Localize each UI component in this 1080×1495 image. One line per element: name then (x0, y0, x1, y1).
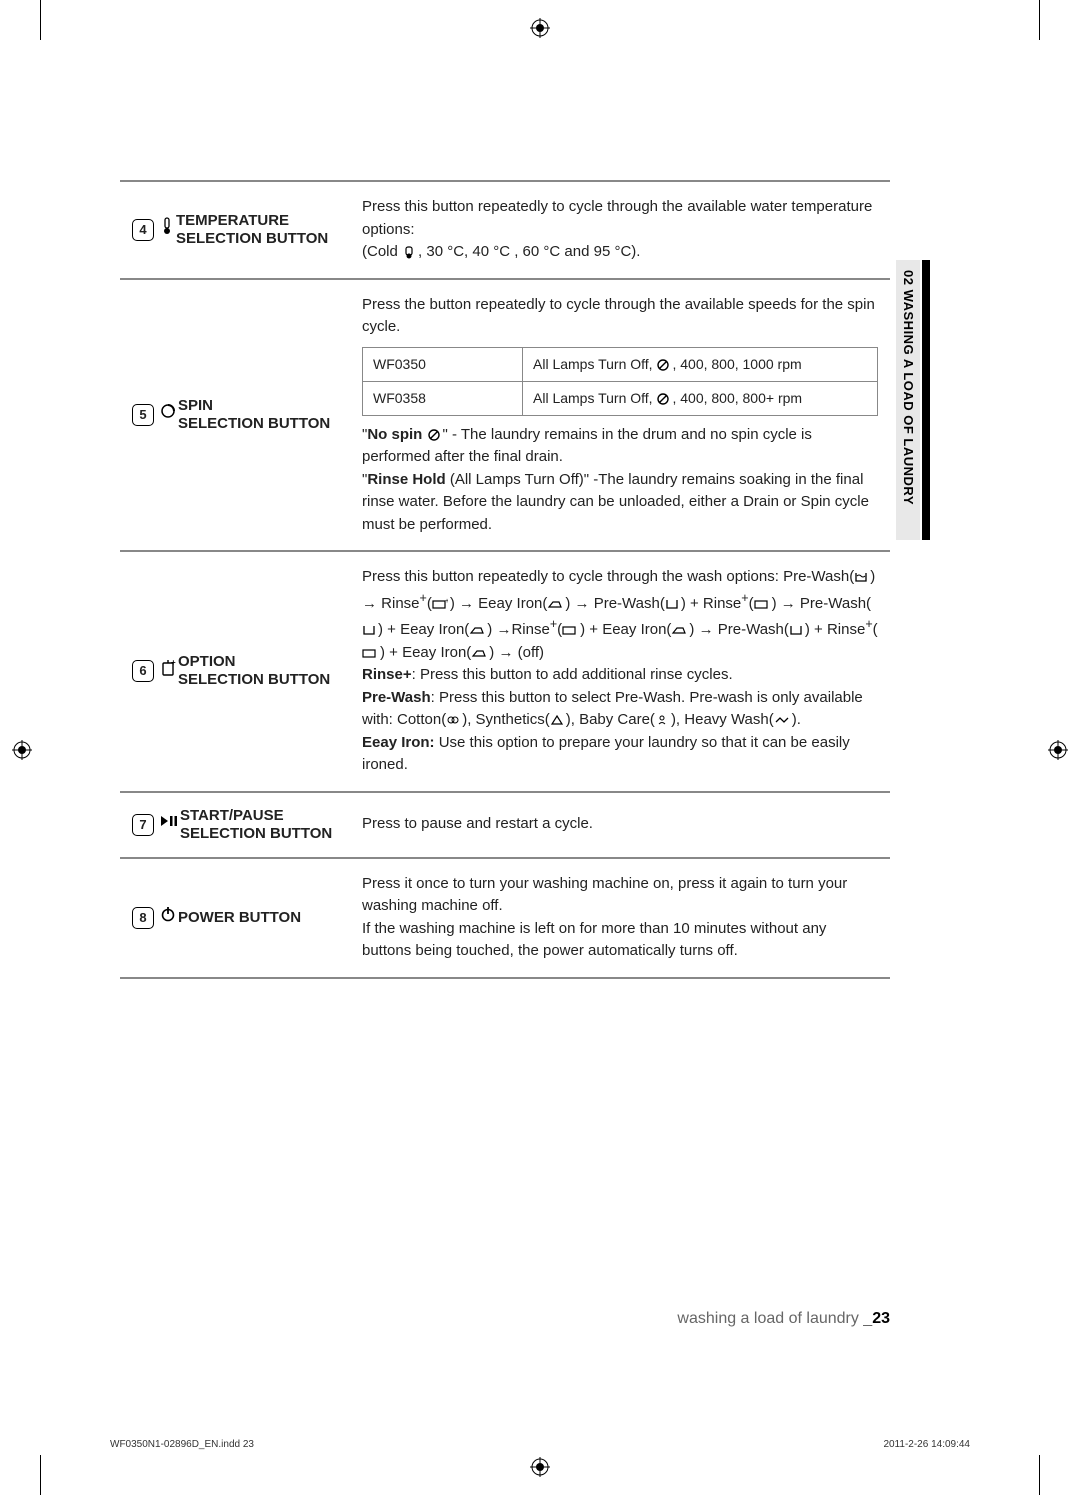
control-label: OPTION SELECTION BUTTON (178, 653, 330, 689)
speed-cell: All Lamps Turn Off, , 400, 800, 800+ rpm (523, 381, 878, 415)
crop-mark (1039, 0, 1040, 40)
svg-text:+: + (171, 659, 176, 667)
control-label: START/PAUSE SELECTION BUTTON (180, 807, 332, 843)
model-cell: WF0350 (363, 347, 523, 381)
thermo-icon (160, 217, 174, 243)
playpause-icon (160, 813, 178, 836)
control-number: 6 (132, 660, 154, 682)
footer-text: washing a load of laundry _ (677, 1310, 872, 1327)
option-icon: + (160, 659, 176, 685)
chapter-tab-label: 02 WASHING A LOAD OF LAUNDRY (901, 270, 916, 505)
crop-mark (1039, 1455, 1040, 1495)
desc-top: Press the button repeatedly to cycle thr… (362, 294, 878, 339)
control-description-cell: Press this button repeatedly to cycle th… (350, 551, 890, 792)
crop-mark (40, 1455, 41, 1495)
spin-icon (160, 403, 176, 427)
spin-speed-table: WF0350All Lamps Turn Off, , 400, 800, 10… (362, 347, 878, 416)
page-number: 23 (872, 1310, 890, 1327)
control-label-cell: 5 SPIN SELECTION BUTTON (120, 279, 350, 552)
registration-mark (530, 1457, 550, 1477)
model-cell: WF0358 (363, 381, 523, 415)
speed-cell: All Lamps Turn Off, , 400, 800, 1000 rpm (523, 347, 878, 381)
control-label: SPIN SELECTION BUTTON (178, 397, 330, 433)
registration-mark (1048, 740, 1068, 760)
desc-bottom: "No spin " - The laundry remains in the … (362, 424, 878, 537)
control-label-cell: 7 START/PAUSE SELECTION BUTTON (120, 792, 350, 858)
control-description-cell: Press this button repeatedly to cycle th… (350, 181, 890, 279)
page-footer: washing a load of laundry _23 (120, 1310, 890, 1328)
control-label: POWER BUTTON (178, 909, 301, 927)
registration-mark (12, 740, 32, 760)
table-row: WF0350All Lamps Turn Off, , 400, 800, 10… (363, 347, 878, 381)
print-meta-right: 2011-2-26 14:09:44 (883, 1439, 970, 1450)
control-label-cell: 4 TEMPERATURE SELECTION BUTTON (120, 181, 350, 279)
control-description-cell: Press to pause and restart a cycle. (350, 792, 890, 858)
control-description-cell: Press it once to turn your washing machi… (350, 858, 890, 978)
registration-mark (530, 18, 550, 38)
table-row: WF0358All Lamps Turn Off, , 400, 800, 80… (363, 381, 878, 415)
svg-text:+: + (445, 598, 448, 605)
control-label-cell: 6 +OPTION SELECTION BUTTON (120, 551, 350, 792)
crop-mark (40, 0, 41, 40)
control-label: TEMPERATURE SELECTION BUTTON (176, 212, 328, 248)
chapter-tab-bar (922, 260, 930, 540)
control-label-cell: 8 POWER BUTTON (120, 858, 350, 978)
control-description-cell: Press the button repeatedly to cycle thr… (350, 279, 890, 552)
control-number: 7 (132, 814, 154, 836)
control-number: 4 (132, 219, 154, 241)
power-icon (160, 906, 176, 930)
control-number: 8 (132, 907, 154, 929)
control-number: 5 (132, 404, 154, 426)
print-meta-left: WF0350N1-02896D_EN.indd 23 (110, 1439, 254, 1450)
controls-table: 4 TEMPERATURE SELECTION BUTTON Press this … (120, 180, 890, 979)
page-content: 4 TEMPERATURE SELECTION BUTTON Press this … (120, 180, 890, 979)
